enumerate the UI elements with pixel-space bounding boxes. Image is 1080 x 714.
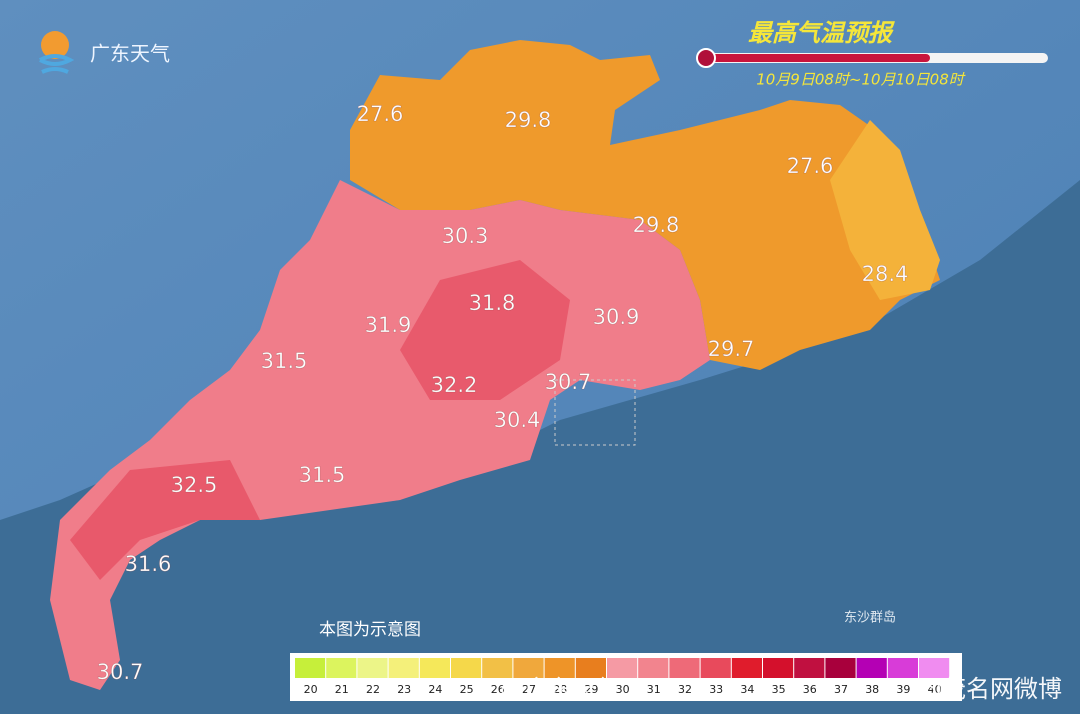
legend-label: 40	[928, 683, 942, 696]
legend-swatch	[513, 658, 544, 678]
legend-swatch	[388, 658, 419, 678]
legend-swatch	[607, 658, 638, 678]
legend-label: 25	[460, 683, 474, 696]
temperature-label: 28.4	[862, 262, 909, 286]
legend-swatch	[419, 658, 450, 678]
legend-label: 20	[304, 683, 318, 696]
legend-label: 35	[772, 683, 786, 696]
region-red-west	[70, 460, 260, 580]
legend-label: 39	[896, 683, 910, 696]
temperature-label: 30.3	[442, 224, 489, 248]
legend-swatch	[794, 658, 825, 678]
legend-swatch	[295, 658, 326, 678]
legend-swatch	[544, 658, 575, 678]
temperature-label: 29.8	[633, 213, 680, 237]
thermometer-bulb	[696, 48, 716, 68]
legend-swatch	[825, 658, 856, 678]
temperature-label: 29.8	[505, 108, 552, 132]
legend-swatch	[482, 658, 513, 678]
legend-swatch	[887, 658, 918, 678]
legend-label: 34	[740, 683, 754, 696]
legend-label: 32	[678, 683, 692, 696]
legend-label: 36	[803, 683, 817, 696]
island-label: 东沙群岛	[844, 610, 896, 626]
logo-wave	[39, 54, 75, 74]
region-orange	[350, 40, 940, 370]
legend-label: 21	[335, 683, 349, 696]
legend-swatch	[326, 658, 357, 678]
legend-swatch	[575, 658, 606, 678]
legend-label: 29	[584, 683, 598, 696]
temperature-label: 31.5	[261, 349, 308, 373]
legend-label: 23	[397, 683, 411, 696]
temperature-label: 27.6	[787, 154, 834, 178]
temperature-label: 31.9	[365, 313, 412, 337]
legend-swatch	[669, 658, 700, 678]
legend-label: 37	[834, 683, 848, 696]
legend-swatch	[700, 658, 731, 678]
temperature-label: 31.6	[125, 552, 172, 576]
legend-swatch	[451, 658, 482, 678]
temperature-label: 32.2	[431, 373, 478, 397]
temperature-label: 30.9	[593, 305, 640, 329]
region-orange-east	[830, 120, 940, 300]
title: 最高气温预报	[748, 19, 895, 47]
legend-label: 22	[366, 683, 380, 696]
legend-swatch	[856, 658, 887, 678]
legend-swatch	[763, 658, 794, 678]
logo-sun	[41, 31, 69, 59]
temperature-label: 30.7	[97, 660, 144, 684]
legend-label: 27	[522, 683, 536, 696]
period: 10月9日08时~10月10日08时	[756, 71, 966, 89]
legend-label: 31	[647, 683, 661, 696]
logo-text: 广东天气	[90, 42, 170, 66]
temperature-label: 29.7	[708, 337, 755, 361]
temperature-label: 32.5	[171, 473, 218, 497]
region-red	[400, 260, 570, 400]
legend-label: 24	[428, 683, 442, 696]
legend-label: 33	[709, 683, 723, 696]
legend-swatch	[638, 658, 669, 678]
sea	[0, 180, 1080, 714]
temperature-label: 31.8	[469, 291, 516, 315]
watermark: @广东天气	[500, 675, 620, 703]
note: 本图为示意图	[319, 620, 421, 640]
legend-label: 30	[616, 683, 630, 696]
temperature-label: 31.5	[299, 463, 346, 487]
legend-label: 38	[865, 683, 879, 696]
legend-swatch	[357, 658, 388, 678]
thermometer-fill	[705, 54, 930, 62]
temperature-label: 30.7	[545, 370, 592, 394]
watermark: @茂名网微博	[918, 675, 1062, 703]
legend-label: 26	[491, 683, 505, 696]
legend-label: 28	[553, 683, 567, 696]
temperature-label: 27.6	[357, 102, 404, 126]
temperature-label: 30.4	[494, 408, 541, 432]
legend-swatch	[731, 658, 762, 678]
legend-swatch	[919, 658, 950, 678]
